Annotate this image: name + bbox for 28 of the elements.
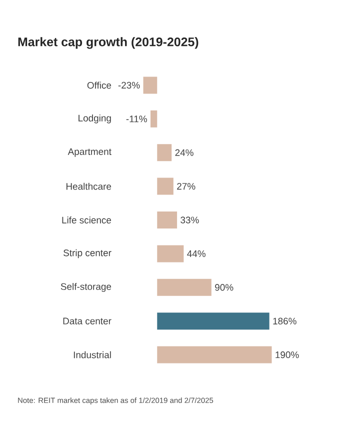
y-tick-label: Office	[87, 82, 112, 89]
bar	[157, 178, 174, 195]
y-tick-label: Apartment	[68, 148, 112, 157]
y-tick-label: Strip center	[64, 249, 112, 258]
bar	[157, 312, 270, 330]
bar	[157, 212, 178, 228]
data-label: 27%	[177, 182, 196, 190]
data-label: 44%	[187, 250, 206, 258]
data-label: 90%	[215, 284, 234, 291]
y-tick-label: Data center	[63, 318, 112, 324]
data-label: 186%	[273, 318, 296, 324]
bar	[157, 278, 212, 296]
bar	[157, 346, 272, 364]
data-label: 33%	[180, 216, 199, 224]
bar	[157, 144, 172, 162]
y-tick-label: Life science	[62, 216, 112, 224]
data-label: -23%	[118, 82, 140, 89]
bar	[157, 245, 184, 262]
chart-title: Market cap growth (2019-2025)	[18, 37, 198, 49]
y-tick-label: Industrial	[74, 351, 111, 358]
bar	[143, 76, 158, 94]
bar	[150, 110, 158, 128]
data-label: 24%	[175, 149, 194, 156]
y-tick-label: Self-storage	[60, 282, 112, 292]
data-label: -11%	[126, 116, 147, 122]
y-tick-label: Healthcare	[66, 182, 112, 190]
data-label: 190%	[276, 351, 299, 358]
y-tick-label: Lodging	[78, 114, 111, 124]
